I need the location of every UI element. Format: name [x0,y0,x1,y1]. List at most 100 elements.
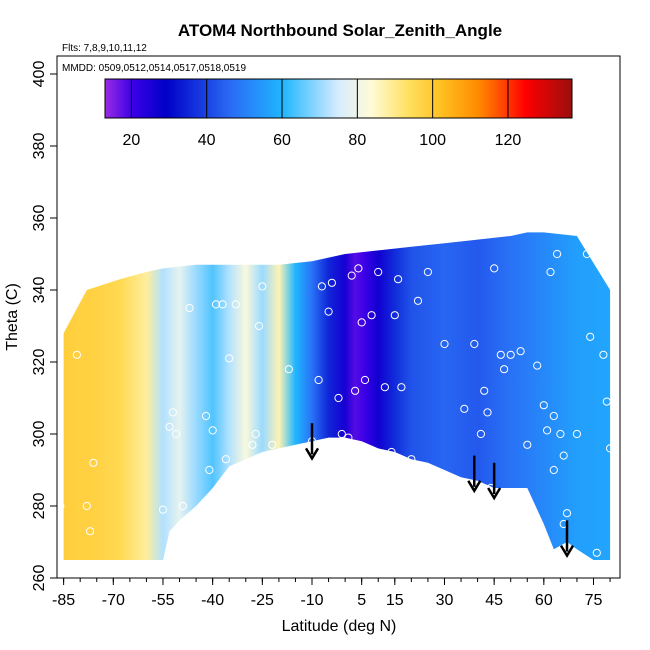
colorbar-ticks: 20 40 60 80 100 120 [122,79,521,149]
data-point [539,401,548,410]
colorbar-tick-label: 80 [348,132,366,149]
data-point [254,321,264,331]
data-point [549,465,558,475]
chart-title: ATOM4 Northbound Solar_Zenith_Angle [178,21,502,40]
data-point [82,501,91,511]
data-point [390,311,399,320]
colorbar-tick-label: 100 [419,132,446,149]
data-point [423,267,432,277]
data-point [496,350,505,359]
x-tick-label: -70 [102,592,125,609]
data-point [483,408,492,417]
data-point [178,501,187,511]
data-point [572,429,582,439]
arrow-head [487,487,502,501]
data-point [268,440,277,449]
data-point [516,347,525,356]
data-point [397,383,406,392]
data-point [89,458,98,467]
data-point [211,300,221,309]
data-point [344,433,353,442]
x-tick-label: -85 [52,592,75,609]
data-point [185,303,194,313]
data-point [440,339,449,349]
data-point [284,365,293,374]
arrow-head [467,480,482,494]
data-point [460,404,469,413]
data-point [546,267,555,277]
arrow-head [559,544,575,559]
heatmap-field [63,232,611,560]
data-point [582,249,592,259]
data-point [476,429,485,439]
x-axis-label: Latitude (deg N) [282,618,397,635]
data-point [86,527,95,536]
data-point [533,361,542,370]
y-tick-label: 280 [31,493,48,520]
data-point [523,440,532,449]
data-point [314,375,323,385]
x-tick-label: 45 [485,592,503,609]
data-point [562,509,572,518]
y-tick-label: 340 [31,277,48,304]
x-tick-label: -25 [251,592,274,609]
data-point [248,440,257,449]
data-point [500,365,509,374]
x-tick-label: 15 [386,592,404,609]
data-point [367,311,376,320]
x-axis: -85 -70 -55 -40 -25 -10 5 15 30 45 60 75 [52,578,611,609]
arrow-head [304,447,320,461]
data-point [208,426,217,435]
data-point [606,444,615,453]
data-point [172,429,181,439]
data-point [327,278,336,287]
colorbar-tick-label: 40 [198,132,216,149]
data-point [56,325,65,334]
data-point [351,386,360,395]
data-point [324,307,333,316]
data-point [337,429,346,439]
data-point [317,282,326,291]
data-point [599,350,608,359]
data-point [72,350,82,359]
data-point [506,350,515,359]
data-point [490,264,499,273]
colorbar-tick-label: 20 [122,132,140,149]
y-tick-label: 360 [31,205,48,232]
data-point [354,264,363,273]
data-point [218,300,227,309]
x-tick-label: 60 [535,592,553,609]
data-point [387,447,396,457]
dates-annotation: MMDD: 0509,0512,0514,0517,0518,0519 [62,63,246,74]
data-point [251,429,260,439]
data-point [559,451,568,460]
data-point [413,296,423,305]
colorbar-tick-label: 120 [495,132,522,149]
data-point [374,267,383,277]
y-axis-label: Theta (C) [4,283,21,351]
flights-annotation: Flts: 7,8,9,10,11,12 [62,43,147,54]
data-point [357,318,366,327]
data-point [556,429,565,439]
data-point [380,383,389,392]
data-point [158,505,168,514]
data-point [231,300,240,309]
y-tick-label: 400 [31,61,48,88]
data-point [553,249,562,259]
data-point [347,271,356,280]
data-point [165,422,174,431]
y-tick-label: 260 [31,565,48,592]
colorbar: 20 40 60 80 100 120 [104,78,573,149]
data-point [360,375,370,385]
data-point [612,419,621,428]
y-axis: 260 280 300 320 340 360 380 400 [31,61,57,592]
plot-frame [56,55,621,579]
y-tick-label: 300 [31,421,48,448]
data-point [549,411,558,421]
colorbar-gradient [104,78,573,119]
data-point [334,393,343,403]
y-tick-label: 320 [31,349,48,376]
flight-arrows [304,423,575,559]
data-point [205,465,214,475]
